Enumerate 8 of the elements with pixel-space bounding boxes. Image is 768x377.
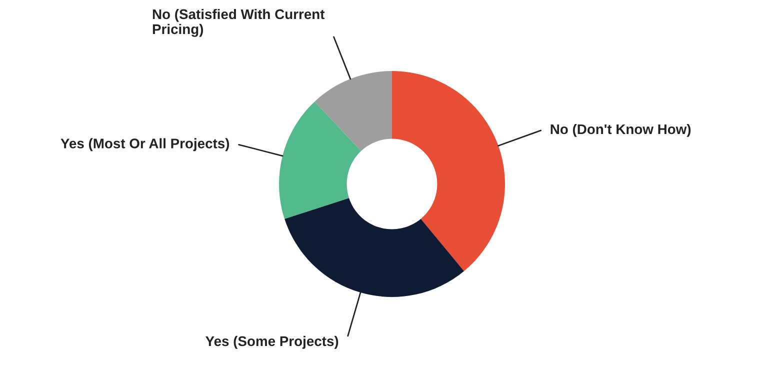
donut-slice [279, 102, 362, 219]
slice-label: No (Don't Know How) [550, 124, 691, 137]
donut-slice [314, 71, 392, 152]
donut-slice [392, 71, 505, 272]
donut-slice [284, 198, 464, 297]
slice-label: Yes (Some Projects) [206, 336, 338, 349]
slice-label: No (Satisfied With Current Pricing) [152, 8, 325, 37]
slice-label: Yes (Most Or All Projects) [60, 138, 230, 152]
